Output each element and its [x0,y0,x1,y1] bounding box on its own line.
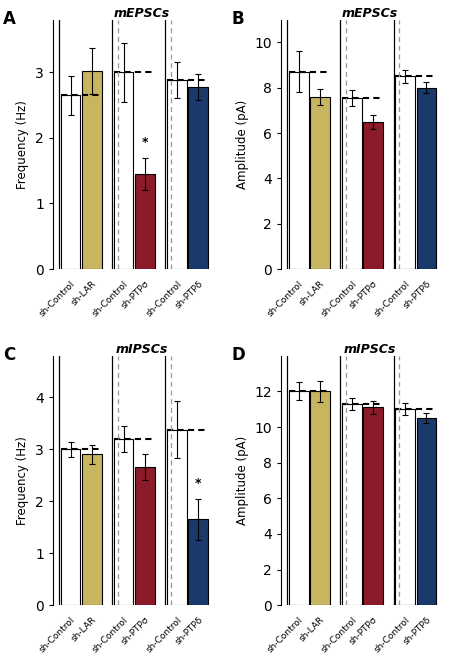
Text: B: B [231,10,244,28]
Y-axis label: Amplitude (pA): Amplitude (pA) [236,436,249,525]
Bar [342,98,362,269]
Bar [363,407,383,605]
Bar [114,72,133,269]
Bar [342,404,362,605]
Y-axis label: Frequency (Hz): Frequency (Hz) [16,100,29,189]
Bar [417,418,436,605]
Bar [135,467,155,605]
Bar [61,449,80,605]
Bar [114,439,133,605]
Text: A: A [3,10,16,28]
Bar [188,87,208,269]
Bar [289,72,308,269]
Text: C: C [3,346,15,364]
Text: D: D [231,346,245,364]
Text: *: * [142,136,148,149]
Y-axis label: Frequency (Hz): Frequency (Hz) [16,436,29,525]
Bar [395,409,415,605]
Bar [167,430,187,605]
Title: mEPSCs: mEPSCs [114,7,170,20]
Bar [188,520,208,605]
Bar [395,77,415,269]
Title: mEPSCs: mEPSCs [342,7,398,20]
Title: mIPSCs: mIPSCs [344,343,396,356]
Bar [363,122,383,269]
Bar [82,71,102,269]
Bar [135,174,155,269]
Bar [310,97,330,269]
Text: *: * [195,477,201,490]
Bar [61,95,80,269]
Y-axis label: Amplitude (pA): Amplitude (pA) [236,100,249,189]
Bar [417,88,436,269]
Bar [289,391,308,605]
Bar [310,391,330,605]
Bar [82,455,102,605]
Bar [167,80,187,269]
Title: mIPSCs: mIPSCs [116,343,168,356]
